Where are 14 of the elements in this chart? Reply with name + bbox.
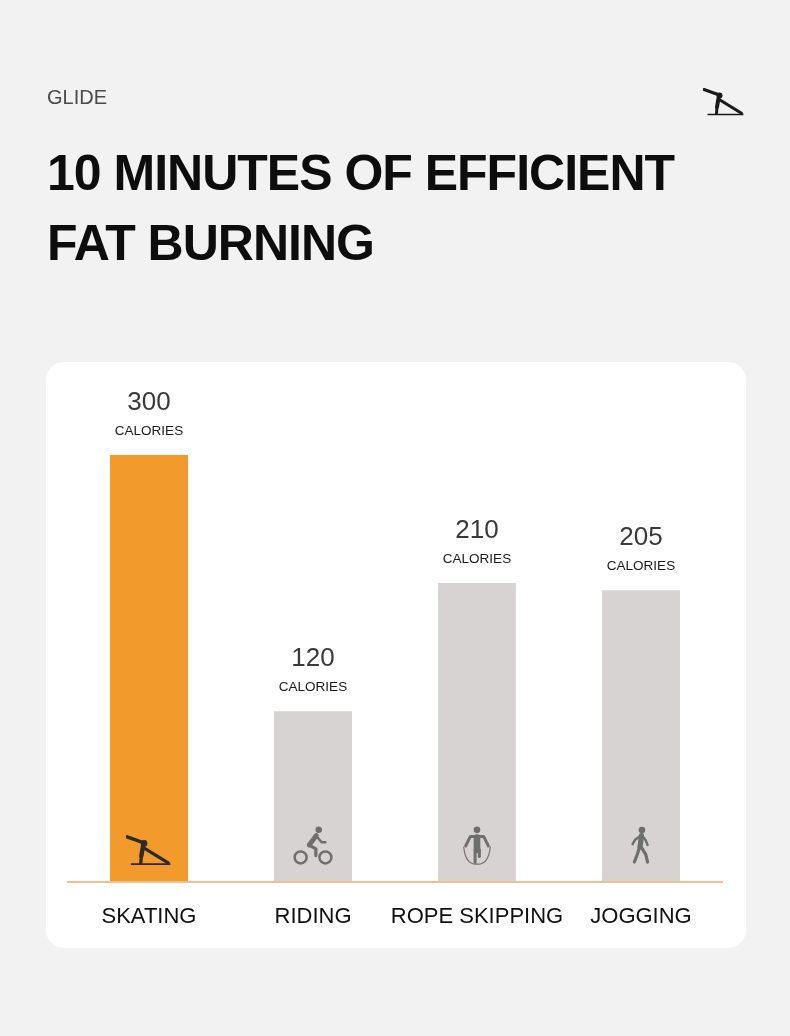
x-tick-label: JOGGING <box>590 903 692 928</box>
chart-title: 10 MINUTES OF EFFICIENT FAT BURNING <box>47 144 676 273</box>
chart-subtitle: GLIDE <box>47 85 108 109</box>
data-label: 210 CALORIES <box>442 514 512 567</box>
bar <box>438 583 516 882</box>
bar <box>110 455 188 882</box>
x-tick-label: RIDING <box>274 903 352 928</box>
x-tick-label: ROPE SKIPPING <box>390 903 564 928</box>
data-label: 300 CALORIES <box>114 386 184 438</box>
bar <box>274 711 352 882</box>
data-label: 120 CALORIES <box>278 642 348 695</box>
bar <box>602 590 680 882</box>
x-tick-label: SKATING <box>101 903 197 928</box>
data-label: 205 CALORIES <box>606 521 676 574</box>
